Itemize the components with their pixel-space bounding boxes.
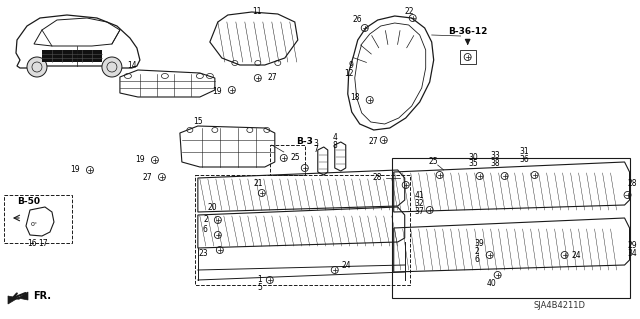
Text: 18: 18 — [350, 93, 360, 102]
Text: SJA4B4211D: SJA4B4211D — [534, 300, 586, 309]
Text: 2: 2 — [475, 248, 479, 256]
Text: B-50: B-50 — [17, 197, 40, 206]
Text: 27: 27 — [142, 174, 152, 182]
Text: 34: 34 — [628, 249, 637, 257]
Text: 4: 4 — [332, 133, 337, 143]
Text: 20: 20 — [207, 203, 217, 211]
Text: 5: 5 — [257, 283, 262, 292]
Text: 16: 16 — [27, 240, 36, 249]
Text: 32: 32 — [415, 199, 424, 209]
Text: 19: 19 — [70, 166, 80, 174]
Text: 28: 28 — [372, 174, 381, 182]
Text: 6: 6 — [475, 256, 479, 264]
Text: 24: 24 — [342, 261, 351, 270]
Text: 31: 31 — [520, 147, 529, 157]
Bar — [460, 50, 476, 64]
Text: 14: 14 — [127, 62, 137, 70]
Text: 39: 39 — [475, 239, 484, 248]
Text: 27: 27 — [369, 137, 378, 146]
Polygon shape — [8, 292, 28, 304]
Text: 25: 25 — [291, 152, 301, 161]
Circle shape — [27, 57, 47, 77]
Text: 9: 9 — [349, 61, 354, 70]
Text: 23: 23 — [198, 249, 208, 257]
Text: 28: 28 — [628, 179, 637, 188]
Text: 11: 11 — [252, 6, 262, 16]
Bar — [4, 195, 72, 243]
Text: B-36-12: B-36-12 — [448, 27, 487, 36]
Bar — [195, 175, 410, 285]
Text: 36: 36 — [520, 154, 529, 164]
Text: 27: 27 — [268, 73, 277, 83]
Text: 6: 6 — [203, 226, 208, 234]
Text: 17: 17 — [38, 240, 48, 249]
Text: 22: 22 — [405, 6, 415, 16]
Text: FR.: FR. — [33, 291, 51, 301]
Text: 40: 40 — [487, 278, 497, 287]
Text: 30: 30 — [468, 152, 479, 161]
Text: 26: 26 — [353, 16, 363, 25]
Text: 41: 41 — [415, 190, 424, 199]
Text: 33: 33 — [491, 152, 500, 160]
Text: 2: 2 — [203, 216, 208, 225]
Text: 3: 3 — [314, 138, 318, 147]
Bar — [392, 158, 630, 298]
Text: 8: 8 — [332, 140, 337, 150]
Text: 19: 19 — [135, 155, 145, 165]
Text: 12: 12 — [344, 69, 354, 78]
Text: 37: 37 — [415, 207, 424, 217]
Bar — [270, 145, 305, 175]
Text: 1: 1 — [257, 276, 262, 285]
Text: 15: 15 — [193, 117, 203, 127]
Text: 19: 19 — [212, 86, 222, 95]
Text: B-3: B-3 — [296, 137, 313, 145]
Bar — [42, 50, 102, 62]
Circle shape — [102, 57, 122, 77]
Text: 35: 35 — [468, 160, 479, 168]
Text: 7: 7 — [314, 145, 318, 154]
Text: 25: 25 — [429, 158, 438, 167]
Text: 21: 21 — [253, 179, 262, 188]
Text: 29: 29 — [628, 241, 637, 249]
Text: 24: 24 — [572, 250, 581, 259]
Text: 0°: 0° — [31, 221, 38, 226]
Text: 38: 38 — [491, 159, 500, 167]
